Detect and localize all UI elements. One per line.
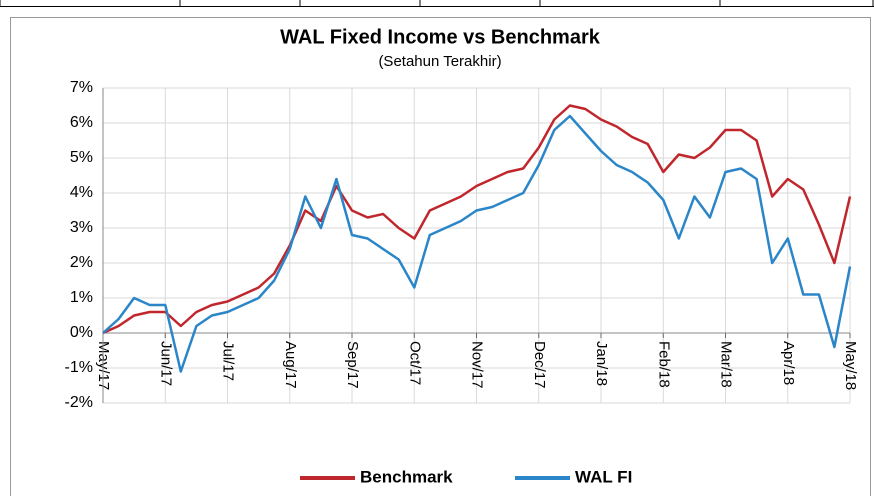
x-tick-label: Mar/18 <box>718 341 735 388</box>
table-frame <box>0 0 874 7</box>
x-tick-label: May/18 <box>842 341 859 390</box>
series-line <box>102 104 852 335</box>
chart-subtitle: (Setahun Terakhir) <box>378 53 501 70</box>
legend-label: WAL FI <box>575 467 632 486</box>
y-tick-label: 3% <box>70 219 93 236</box>
x-tick-label: Jul/17 <box>220 341 237 381</box>
y-tick-label: 1% <box>70 289 93 306</box>
x-tick-label: Sep/17 <box>344 341 361 389</box>
y-tick-label: 4% <box>70 184 93 201</box>
x-tick-label: Jan/18 <box>593 341 610 386</box>
chart-frame <box>10 17 871 496</box>
y-tick-label: 2% <box>70 254 93 271</box>
y-tick-label: 5% <box>70 149 93 166</box>
chart-title: WAL Fixed Income vs Benchmark <box>280 26 601 48</box>
y-tick-label: 0% <box>70 324 93 341</box>
x-tick-label: Aug/17 <box>282 341 299 389</box>
series-line <box>102 114 852 373</box>
x-tick-label: Feb/18 <box>655 341 672 388</box>
x-tick-label: Nov/17 <box>469 341 486 389</box>
legend-label: Benchmark <box>360 467 453 486</box>
x-tick-label: Oct/17 <box>406 341 423 385</box>
x-tick-label: Jun/17 <box>157 341 174 386</box>
x-tick-label: Dec/17 <box>531 341 548 389</box>
y-tick-label: -2% <box>65 394 93 411</box>
y-tick-label: 7% <box>70 79 93 96</box>
x-tick-label: May/17 <box>95 341 112 390</box>
y-tick-label: 6% <box>70 114 93 131</box>
x-tick-label: Apr/18 <box>780 341 797 385</box>
y-tick-label: -1% <box>65 359 93 376</box>
